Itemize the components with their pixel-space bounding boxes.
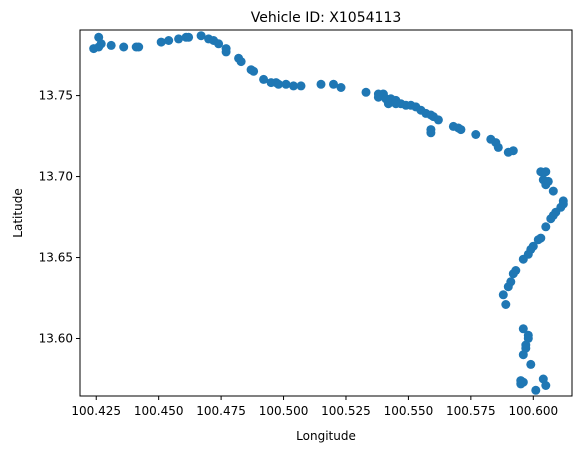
x-tick-label: 100.500 — [259, 404, 309, 418]
y-tick-label: 13.65 — [39, 251, 73, 265]
data-point — [361, 87, 371, 97]
data-point — [541, 167, 551, 177]
data-point — [249, 66, 259, 76]
y-tick-label: 13.70 — [39, 170, 73, 184]
data-point — [164, 36, 174, 45]
data-points — [89, 31, 568, 395]
data-point — [316, 79, 326, 89]
data-point — [518, 324, 528, 334]
data-point — [516, 379, 526, 389]
data-point — [531, 385, 541, 395]
x-tick-label: 100.475 — [196, 404, 246, 418]
data-point — [501, 300, 511, 309]
data-point — [106, 40, 116, 50]
data-point — [518, 350, 528, 360]
data-point — [236, 57, 246, 67]
plot-frame — [79, 29, 573, 397]
data-point — [329, 79, 338, 89]
data-point — [281, 79, 291, 89]
data-point — [546, 214, 556, 224]
x-axis-label: Longitude — [296, 429, 356, 443]
data-point — [274, 79, 283, 89]
data-point — [336, 83, 346, 92]
data-point — [548, 186, 558, 196]
y-tick-label: 13.75 — [39, 89, 73, 103]
data-point — [259, 74, 269, 84]
data-point — [174, 34, 184, 44]
x-tick-label: 100.600 — [508, 404, 558, 418]
data-point — [533, 235, 543, 245]
y-axis-ticks: 13.60 13.65 13.70 13.75 — [39, 89, 80, 346]
data-point — [134, 42, 144, 52]
data-point — [543, 176, 553, 186]
data-point — [433, 115, 443, 125]
data-point — [498, 290, 508, 300]
y-axis-label: Latitude — [11, 188, 25, 237]
data-point — [508, 146, 518, 156]
x-tick-label: 100.425 — [71, 404, 121, 418]
data-point — [214, 39, 224, 49]
data-point — [456, 125, 466, 135]
y-tick-label: 13.60 — [39, 332, 73, 346]
data-point — [508, 269, 518, 279]
x-tick-label: 100.575 — [446, 404, 496, 418]
data-point — [526, 359, 536, 369]
data-point — [221, 47, 231, 57]
data-point — [518, 254, 528, 264]
data-point — [289, 81, 298, 91]
chart-title: Vehicle ID: X1054113 — [251, 10, 402, 26]
data-point — [503, 282, 513, 292]
data-point — [471, 130, 481, 139]
data-point — [156, 37, 166, 47]
x-tick-label: 100.550 — [384, 404, 434, 418]
data-point — [196, 31, 206, 41]
data-point — [94, 32, 104, 42]
data-point — [541, 381, 551, 390]
data-point — [426, 128, 436, 138]
x-axis-ticks: 100.425 100.450 100.475 100.500 100.525 100.5… — [71, 396, 558, 418]
data-point — [541, 222, 551, 232]
x-tick-label: 100.450 — [134, 404, 184, 418]
data-point — [119, 42, 129, 52]
data-point — [296, 81, 306, 91]
x-tick-label: 100.525 — [321, 404, 371, 418]
data-point — [184, 32, 194, 42]
data-point — [493, 142, 503, 152]
